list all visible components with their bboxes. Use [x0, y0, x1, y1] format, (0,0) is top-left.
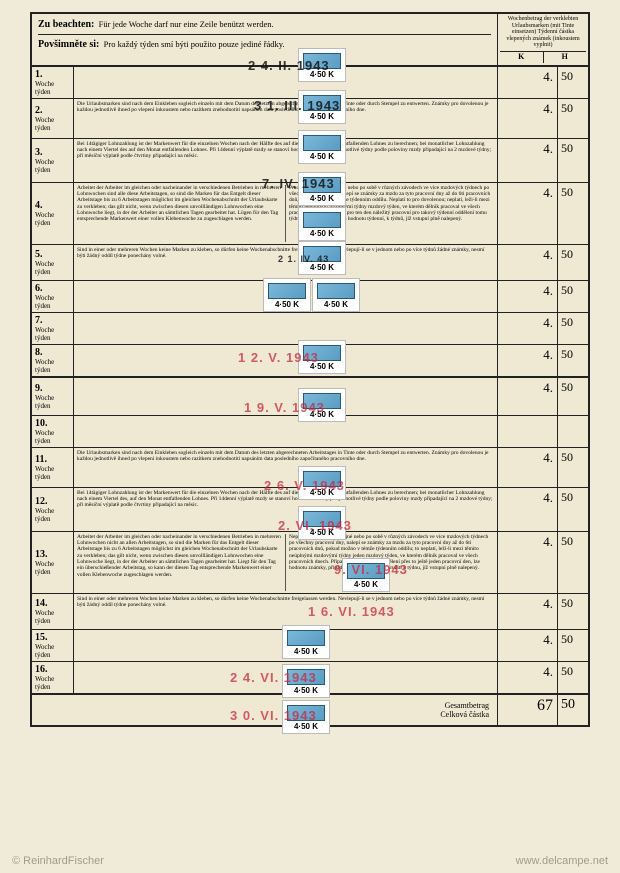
col-h: H: [544, 52, 587, 63]
amount-k: [498, 416, 558, 447]
amount-k: 4.: [498, 532, 558, 593]
week-number: 7. Wochetýden: [32, 313, 74, 344]
date-overprint: 2 4. II. 1943: [248, 58, 330, 73]
week-amount: 4.50: [498, 662, 588, 693]
revenue-stamp: [282, 625, 330, 659]
week-amount: 4.50: [498, 630, 588, 661]
amount-h: 50: [558, 378, 588, 415]
revenue-stamp: [298, 130, 346, 164]
amount-h: 50: [558, 345, 588, 376]
amount-k: 4.: [498, 67, 558, 98]
week-number: 1. Wochetýden: [32, 67, 74, 98]
week-amount: 4.50: [498, 594, 588, 629]
date-overprint: 1 6. VI. 1943: [308, 604, 395, 619]
date-overprint: 9. VI. 1943: [334, 562, 408, 577]
date-overprint: 2 4. VI. 1943: [230, 670, 317, 685]
amount-k: 4.: [498, 488, 558, 531]
title-cz: Povšimněte si:: [38, 39, 99, 50]
amount-h: 50: [558, 662, 588, 693]
amount-k: 4.: [498, 448, 558, 487]
date-overprint: 1 2. V. 1943: [238, 350, 319, 365]
date-overprint: 2. VI. 1943: [278, 518, 352, 533]
amount-k: 4.: [498, 345, 558, 376]
amount-h: 50: [558, 313, 588, 344]
col-k: K: [500, 52, 544, 63]
revenue-stamp: [263, 278, 311, 312]
amount-k: 4.: [498, 313, 558, 344]
date-overprint: 2 6. V. 1943: [264, 478, 345, 493]
amount-h: 50: [558, 245, 588, 280]
amount-h: [558, 416, 588, 447]
week-number: 14. Wochetýden: [32, 594, 74, 629]
week-amount: 4.50: [498, 448, 588, 487]
header-amount-label: Wochenbetrag der verklebten Urlaubsmarke…: [498, 14, 588, 65]
week-number: 3. Wochetýden: [32, 139, 74, 182]
week-amount: 4.50: [498, 67, 588, 98]
subtitle-cz: Pro každý týden smí býti použito pouze j…: [104, 39, 285, 49]
week-description: [74, 313, 498, 344]
week-description: Arbeitet der Arbeiter im gleichen oder n…: [74, 532, 498, 593]
week-amount: 4.50: [498, 99, 588, 138]
week-amount: [498, 416, 588, 447]
revenue-stamp: [298, 207, 346, 241]
amount-k: 4.: [498, 183, 558, 244]
week-number: 9. Wochetýden: [32, 378, 74, 415]
amount-h: 50: [558, 594, 588, 629]
revenue-stamp: [312, 278, 360, 312]
week-amount: 4.50: [498, 139, 588, 182]
watermark-right: www.delcampe.net: [516, 855, 608, 867]
week-number: 12. Wochetýden: [32, 488, 74, 531]
week-description: Arbeitet der Arbeiter im gleichen oder n…: [74, 183, 498, 244]
amount-h: 50: [558, 67, 588, 98]
date-overprint: 1 9. V. 1943: [244, 400, 325, 415]
date-overprint: 3 1. III. 1943: [254, 98, 340, 113]
amount-k: 4.: [498, 630, 558, 661]
week-number: 10. Wochetýden: [32, 416, 74, 447]
week-description: Sind in einer oder mehreren Wochen keine…: [74, 594, 498, 629]
week-number: 2. Wochetýden: [32, 99, 74, 138]
week-amount: 4.50: [498, 378, 588, 415]
table-row: 13. WochetýdenArbeitet der Arbeiter im g…: [32, 532, 588, 594]
week-number: 6. Wochetýden: [32, 281, 74, 312]
week-number: 15. Wochetýden: [32, 630, 74, 661]
week-amount: 4.50: [498, 313, 588, 344]
subtitle-de: Für jede Woche darf nur eine Zeile benüt…: [99, 19, 274, 29]
amount-k: 4.: [498, 378, 558, 415]
week-number: 5. Wochetýden: [32, 245, 74, 280]
date-overprint: 3 0. VI. 1943: [230, 708, 317, 723]
week-number: 11. Wochetýden: [32, 448, 74, 487]
amount-k: 4.: [498, 99, 558, 138]
week-amount: 4.50: [498, 245, 588, 280]
amount-h: 50: [558, 448, 588, 487]
week-number: 16. Wochetýden: [32, 662, 74, 693]
amount-h: 50: [558, 99, 588, 138]
date-overprint: 7. IV. 1943: [262, 176, 335, 191]
week-amount: 4.50: [498, 532, 588, 593]
amount-h: 50: [558, 281, 588, 312]
week-number: 13. Wochetýden: [32, 532, 74, 593]
amount-k: 4.: [498, 662, 558, 693]
title-de: Zu beachten:: [38, 19, 94, 30]
week-number: 8. Wochetýden: [32, 345, 74, 376]
amount-h: 50: [558, 139, 588, 182]
header-right-text: Wochenbetrag der verklebten Urlaubsmarke…: [500, 16, 586, 49]
amount-k: 4.: [498, 139, 558, 182]
date-overprint: 2 1. IV. 43: [278, 254, 329, 264]
watermark-left: © ReinhardFischer: [12, 855, 104, 867]
amount-h: 50: [558, 183, 588, 244]
amount-h: 50: [558, 488, 588, 531]
amount-h: 50: [558, 630, 588, 661]
week-amount: 4.50: [498, 183, 588, 244]
week-description: [74, 416, 498, 447]
week-amount: 4.50: [498, 488, 588, 531]
amount-k: 4.: [498, 281, 558, 312]
amount-k: 4.: [498, 594, 558, 629]
amount-k: 4.: [498, 245, 558, 280]
week-number: 4. Wochetýden: [32, 183, 74, 244]
total-k: 67: [498, 695, 558, 725]
total-h: 50: [558, 695, 588, 725]
amount-h: 50: [558, 532, 588, 593]
week-amount: 4.50: [498, 281, 588, 312]
week-amount: 4.50: [498, 345, 588, 376]
